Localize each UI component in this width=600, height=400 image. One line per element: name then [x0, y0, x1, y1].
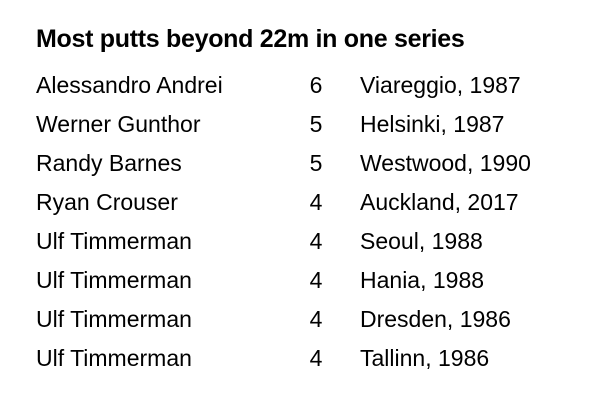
venue-year: Seoul, 1988 — [360, 228, 483, 254]
athlete-name: Ulf Timmerman — [36, 345, 192, 371]
putt-count: 4 — [309, 189, 323, 215]
athlete-name: Ulf Timmerman — [36, 306, 192, 332]
putt-count: 5 — [309, 111, 323, 137]
venue-year: Tallinn, 1986 — [360, 345, 490, 371]
athlete-name: Ryan Crouser — [36, 189, 178, 215]
venue-year: Hania, 1988 — [360, 267, 485, 293]
venue-year: Viareggio, 1987 — [360, 72, 521, 98]
putt-count: 4 — [309, 228, 323, 254]
athlete-name: Ulf Timmerman — [36, 267, 192, 293]
putt-count: 6 — [309, 72, 323, 98]
putt-count: 4 — [309, 345, 323, 371]
venue-year: Westwood, 1990 — [360, 150, 531, 176]
athlete-name: Ulf Timmerman — [36, 228, 192, 254]
putt-count: 4 — [309, 267, 323, 293]
putt-count: 4 — [309, 306, 323, 332]
athlete-name: Randy Barnes — [36, 150, 182, 176]
athlete-name: Werner Gunthor — [36, 111, 201, 137]
venue-year: Dresden, 1986 — [360, 306, 511, 332]
putt-count: 5 — [309, 150, 323, 176]
venue-year: Helsinki, 1987 — [360, 111, 505, 137]
table-title: Most putts beyond 22m in one series — [36, 25, 465, 53]
athlete-name: Alessandro Andrei — [36, 72, 223, 98]
venue-year: Auckland, 2017 — [360, 189, 519, 215]
